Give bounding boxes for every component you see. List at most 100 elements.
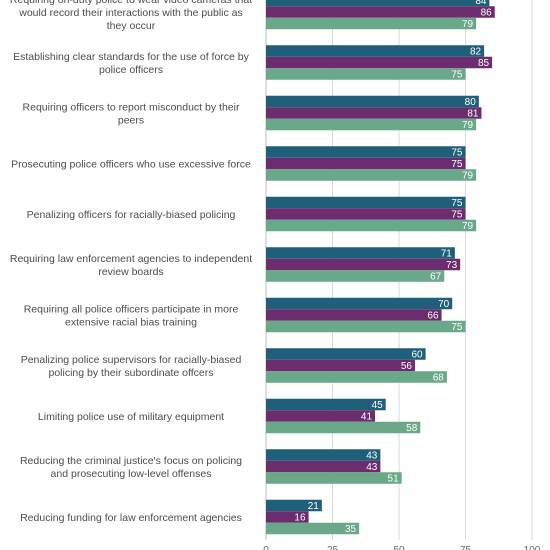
data-label: 73 — [446, 260, 458, 271]
category-label-line: Requiring on-duty police to wear video c… — [10, 0, 252, 6]
bar — [266, 247, 455, 259]
bar — [266, 0, 490, 7]
data-label: 75 — [451, 322, 463, 333]
bar — [266, 196, 466, 209]
data-label: 75 — [451, 210, 463, 221]
data-label: 41 — [361, 412, 373, 423]
data-label: 43 — [366, 462, 378, 473]
category-label-line: Reducing funding for law enforcement age… — [20, 512, 242, 524]
category-label-line: extensive racial bias training — [65, 317, 197, 329]
category-label-line: Limiting police use of military equipmen… — [38, 411, 224, 423]
bar — [266, 6, 495, 18]
bar — [266, 95, 479, 108]
category-label: Requiring all police officers participat… — [24, 304, 239, 329]
category-label-line: and prosecuting low-level offenses — [51, 468, 212, 480]
bar — [266, 472, 402, 484]
bar — [266, 56, 493, 69]
data-label: 75 — [451, 70, 463, 81]
category-label-line: would record their interactions with the… — [18, 7, 243, 19]
category-label-line: policing by their subordinate offcers — [49, 367, 214, 379]
bars — [266, 0, 495, 535]
data-label: 67 — [430, 272, 442, 283]
category-label-line: Reducing the criminal justice's focus on… — [20, 455, 242, 467]
category-label: Prosecuting police officers who use exce… — [11, 159, 251, 171]
bar — [266, 68, 466, 80]
category-label-line: Penalizing officers for racially-biased … — [27, 209, 236, 221]
bar — [266, 146, 466, 158]
category-label-line: Prosecuting police officers who use exce… — [11, 159, 251, 171]
data-label: 75 — [451, 159, 463, 170]
category-label: Penalizing police supervisors for racial… — [21, 354, 242, 379]
data-label: 68 — [433, 373, 445, 384]
bar — [266, 297, 453, 310]
value-labels: 8486798285758081797575797575797173677066… — [294, 0, 492, 535]
bar — [266, 421, 421, 434]
x-tick-label: 50 — [393, 545, 405, 550]
category-label: Requiring on-duty police to wear video c… — [10, 0, 252, 32]
data-label: 71 — [441, 249, 453, 260]
category-label-line: Requiring law enforcement agencies to in… — [10, 253, 252, 265]
category-label: Reducing funding for law enforcement age… — [20, 512, 242, 524]
category-label: Requiring law enforcement agencies to in… — [10, 253, 252, 278]
category-label-line: Requiring officers to report misconduct … — [23, 102, 240, 114]
category-label: Penalizing officers for racially-biased … — [27, 209, 236, 221]
data-label: 56 — [401, 361, 413, 372]
data-label: 79 — [462, 19, 474, 30]
category-label: Requiring officers to report misconduct … — [23, 102, 240, 127]
data-label: 86 — [481, 8, 493, 19]
bar — [266, 460, 381, 473]
bar — [266, 219, 477, 232]
x-tick-label: 0 — [263, 545, 269, 550]
data-label: 85 — [478, 58, 490, 69]
data-label: 81 — [467, 109, 479, 120]
bar — [266, 499, 322, 512]
bar — [266, 309, 442, 321]
x-tick-label: 75 — [460, 545, 472, 550]
bar — [266, 45, 485, 57]
category-label-line: Requiring all police officers participat… — [24, 304, 239, 316]
bar — [266, 107, 482, 119]
data-label: 79 — [462, 171, 474, 182]
data-label: 51 — [388, 474, 400, 485]
x-tick-labels: 0 25 50 75 100 — [263, 545, 541, 550]
bar — [266, 17, 477, 30]
category-label: Reducing the criminal justice's focus on… — [20, 455, 242, 480]
category-label: Establishing clear standards for the use… — [13, 51, 250, 76]
data-label: 60 — [411, 350, 423, 361]
bar — [266, 208, 466, 220]
data-label: 16 — [294, 513, 306, 524]
category-label: Limiting police use of military equipmen… — [38, 411, 224, 423]
bar — [266, 449, 381, 461]
x-tick-label: 25 — [327, 545, 339, 550]
data-label: 82 — [470, 47, 482, 58]
category-label-line: they occur — [107, 20, 156, 32]
data-label: 79 — [462, 221, 474, 232]
data-label: 21 — [308, 501, 320, 512]
data-label: 80 — [465, 97, 477, 108]
category-label-line: Establishing clear standards for the use… — [13, 51, 250, 63]
x-tick-label: 100 — [524, 545, 541, 550]
category-label-line: police officers — [99, 64, 163, 76]
bar — [266, 371, 447, 383]
bar — [266, 169, 477, 181]
data-label: 66 — [427, 311, 439, 322]
bar — [266, 410, 376, 422]
bar — [266, 118, 477, 131]
data-label: 43 — [366, 451, 378, 462]
category-label-line: peers — [118, 115, 144, 127]
data-label: 75 — [451, 198, 463, 209]
bar — [266, 348, 426, 360]
bar — [266, 511, 309, 523]
bar — [266, 359, 415, 372]
data-label: 35 — [345, 524, 357, 535]
data-label: 79 — [462, 120, 474, 131]
category-label-line: review boards — [98, 266, 163, 278]
data-label: 70 — [438, 299, 450, 310]
bar — [266, 522, 360, 535]
data-label: 58 — [406, 423, 418, 434]
bar — [266, 270, 445, 282]
bar — [266, 398, 386, 411]
data-label: 45 — [372, 400, 384, 411]
bar — [266, 320, 466, 333]
